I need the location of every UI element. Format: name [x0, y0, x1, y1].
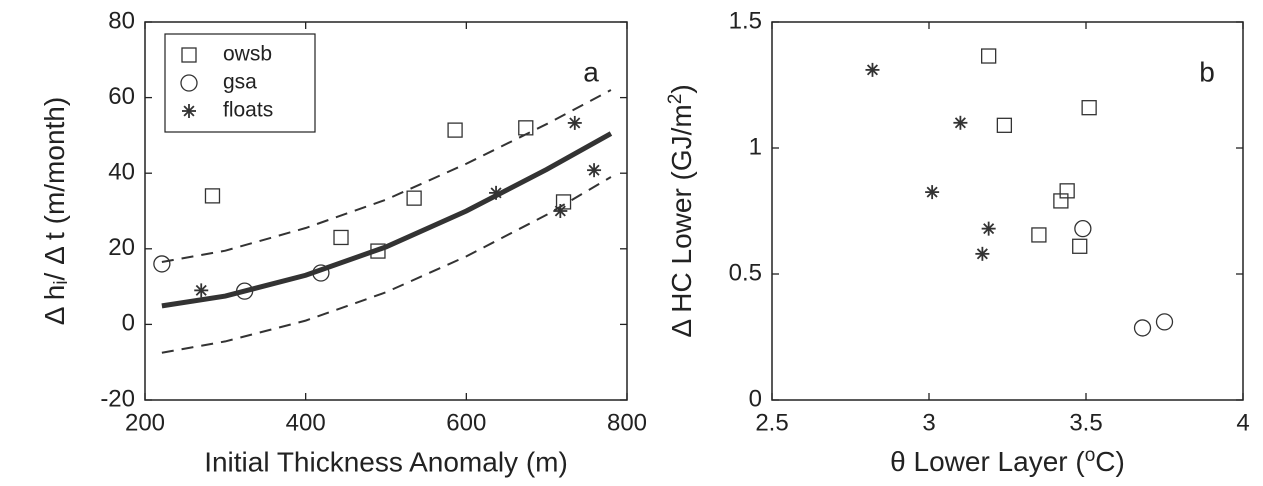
y-tick-label: 40: [108, 159, 135, 186]
x-tick-label: 4: [1236, 409, 1249, 436]
square-marker: [518, 120, 534, 136]
y-axis-label: Δ HC Lower (GJ/m2): [665, 84, 697, 337]
square-marker: [406, 190, 422, 206]
x-tick-label: 600: [446, 409, 486, 436]
y-tick-label: 1: [749, 133, 762, 160]
square-marker: [1072, 238, 1088, 254]
fit-line: [161, 131, 613, 309]
panel: 2.5 3 3.5 4 0 0.5 1 1.5 θ Lower Layer (oC) Δ HC L…: [665, 7, 1249, 477]
asterisk-marker: [975, 246, 990, 261]
plot-frame: [771, 21, 1244, 401]
x-tick-label: 200: [125, 409, 165, 436]
y-tick-label: 0: [122, 310, 135, 337]
circle-marker: [1074, 219, 1092, 238]
legend-marker: [181, 47, 197, 63]
circle-marker: [153, 255, 171, 273]
y-axis-label-part: / Δ t (m/month): [39, 97, 70, 281]
asterisk-marker: [567, 115, 582, 130]
x-tick-label: 800: [607, 409, 647, 436]
panel: 200 400 600 800 -20 0 20 40 60 80 Initial Thicknes…: [39, 7, 647, 477]
legend-label: gsa: [223, 71, 257, 94]
asterisk-marker: [925, 185, 940, 200]
asterisk-marker: [587, 163, 602, 178]
square-marker: [333, 229, 349, 246]
square-marker: [1059, 183, 1075, 199]
x-tick-label: 2.5: [755, 409, 788, 436]
y-tick-label: 0: [749, 385, 762, 412]
x-tick-label: 400: [286, 409, 326, 436]
y-axis-label-part: i: [51, 280, 72, 284]
y-tick-label: -20: [100, 385, 135, 412]
square-marker: [1053, 193, 1069, 209]
square-marker: [447, 122, 463, 138]
x-axis-label: θ Lower Layer (oC): [890, 445, 1125, 477]
y-axis-label-part: 2: [665, 94, 686, 105]
square-marker: [204, 188, 221, 204]
y-axis-label: Δ hi/ Δ t (m/month): [39, 97, 71, 325]
plot-frame: [144, 21, 628, 401]
asterisk-marker: [865, 62, 880, 77]
x-axis-label-part: o: [1085, 445, 1096, 466]
legend-label: owsb: [223, 43, 272, 66]
square-marker: [1081, 100, 1097, 116]
y-tick-label: 80: [108, 7, 135, 34]
x-axis-label: Initial Thickness Anomaly (m): [204, 446, 568, 477]
circle-marker: [1155, 313, 1174, 331]
x-axis-label-part: θ Lower Layer (: [890, 446, 1085, 477]
legend-marker: [182, 104, 196, 118]
legend: owsb gsa floats: [164, 33, 316, 133]
fit-line: [161, 176, 612, 354]
y-tick-label: 0.5: [729, 259, 762, 286]
asterisk-marker: [981, 221, 996, 236]
y-axis-label-part: Δ HC Lower (GJ/m: [666, 104, 697, 337]
panel-label: b: [1199, 56, 1215, 87]
asterisk-marker: [194, 283, 209, 298]
circle-marker: [1133, 319, 1152, 337]
panel-label: a: [583, 56, 599, 87]
square-marker: [981, 48, 997, 64]
legend-box: [164, 33, 316, 133]
x-tick-label: 3.5: [1069, 409, 1102, 436]
fit-line: [161, 89, 612, 264]
y-tick-label: 60: [108, 83, 135, 110]
square-marker: [996, 117, 1013, 133]
y-axis-label-part: Δ h: [39, 285, 70, 326]
asterisk-marker: [953, 115, 968, 130]
y-tick-label: 20: [108, 234, 135, 261]
x-axis-label-part: C): [1095, 446, 1125, 477]
y-axis-label-part: ): [666, 84, 697, 93]
legend-label: floats: [223, 99, 273, 122]
square-marker: [1031, 227, 1047, 243]
x-tick-label: 3: [922, 409, 935, 436]
legend-marker: [180, 74, 198, 92]
y-tick-label: 1.5: [729, 7, 762, 34]
